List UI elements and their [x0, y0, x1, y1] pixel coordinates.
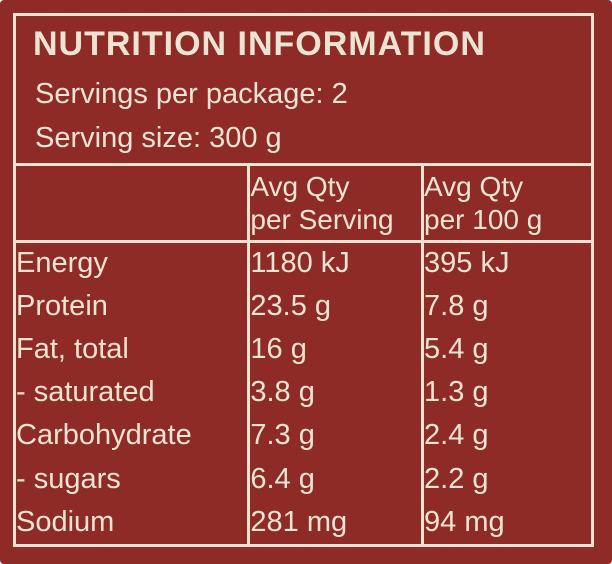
table-header-row: Avg Qty per Serving Avg Qty per 100 g — [16, 164, 591, 243]
nutrient-label: Fat, total — [16, 333, 129, 365]
value-per-100g: 7.8 g — [421, 284, 591, 328]
nutrient-label: Carbohydrate — [16, 419, 192, 452]
label-header-section: NUTRITION INFORMATION Servings per packa… — [16, 16, 591, 163]
col-header-nutrient — [16, 164, 249, 243]
value-per-serving: 1180 kJ — [247, 241, 423, 285]
value-per-100g: 1.3 g — [421, 371, 591, 415]
nutrient-label: Protein — [16, 289, 108, 322]
nutrient-label: Energy — [16, 247, 108, 280]
table-row: Energy 1180 kJ 395 kJ — [16, 241, 591, 285]
serving-size-text: Serving size: 300 g — [35, 121, 282, 154]
value-per-100g: 5.4 g — [421, 327, 591, 372]
nutrient-label: Sodium — [16, 505, 115, 538]
table-row: Carbohydrate 7.3 g 2.4 g — [16, 414, 591, 458]
table-row: Fat, total 16 g 5.4 g — [16, 327, 591, 372]
servings-per-package-text: Servings per package: 2 — [35, 77, 348, 110]
value-per-serving: 281 mg — [247, 500, 423, 544]
col-header-per-serving: Avg Qty per Serving — [247, 164, 423, 243]
value-per-serving: 23.5 g — [247, 284, 423, 328]
nutrient-label: - sugars — [16, 462, 121, 495]
value-per-serving: 7.3 g — [247, 414, 423, 458]
table-row: Sodium 281 mg 94 mg — [16, 500, 591, 544]
table-row: - sugars 6.4 g 2.2 g — [16, 457, 591, 501]
table-row: - saturated 3.8 g 1.3 g — [16, 371, 591, 415]
value-per-100g: 2.2 g — [421, 457, 591, 501]
value-per-serving: 3.8 g — [247, 371, 423, 415]
col-header-per-100g: Avg Qty per 100 g — [421, 164, 591, 243]
value-per-serving: 16 g — [247, 327, 423, 372]
value-per-100g: 2.4 g — [421, 414, 591, 458]
nutrition-table: Avg Qty per Serving Avg Qty per 100 g En… — [16, 163, 591, 544]
value-per-100g: 395 kJ — [421, 241, 591, 285]
page-title: NUTRITION INFORMATION — [33, 25, 486, 63]
nutrient-label: - saturated — [16, 376, 155, 409]
value-per-serving: 6.4 g — [247, 457, 423, 501]
label-panel: NUTRITION INFORMATION Servings per packa… — [13, 13, 594, 547]
value-per-100g: 94 mg — [421, 500, 591, 544]
table-row: Protein 23.5 g 7.8 g — [16, 284, 591, 328]
